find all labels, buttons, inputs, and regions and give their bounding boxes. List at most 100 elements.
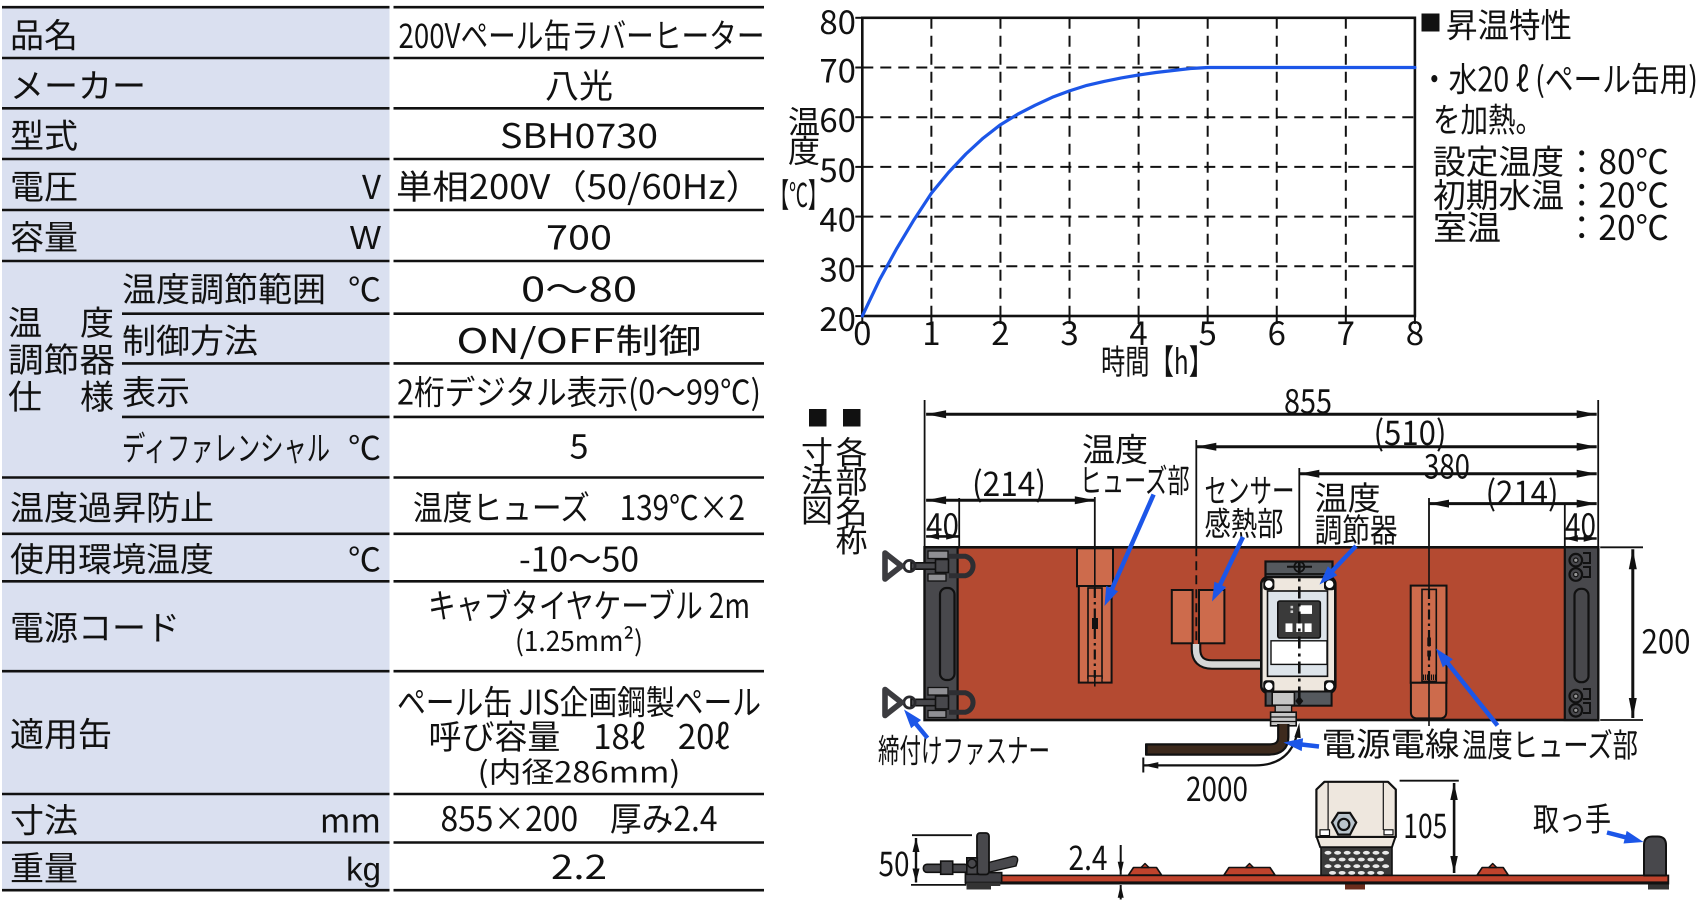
- svg-text:単相200V（50/60Hz）: 単相200V（50/60Hz）: [396, 160, 762, 209]
- svg-text:電源電線: 電源電線: [1322, 718, 1460, 766]
- svg-text:時間【h】: 時間【h】: [1101, 335, 1213, 384]
- svg-text:呼び容量 18ℓ 20ℓ: 呼び容量 18ℓ 20ℓ: [429, 710, 730, 759]
- svg-text:8: 8: [1406, 307, 1424, 355]
- svg-text:昇温特性: 昇温特性: [1446, 0, 1572, 48]
- svg-text:温度ヒューズ 139℃×2: 温度ヒューズ 139℃×2: [413, 481, 745, 530]
- svg-text:仕: 仕: [8, 370, 42, 419]
- svg-text:温: 温: [8, 296, 42, 345]
- svg-text:40: 40: [819, 194, 856, 242]
- svg-text:4: 4: [1129, 307, 1147, 355]
- svg-text:温: 温: [788, 98, 820, 144]
- svg-text:mm: mm: [320, 795, 381, 843]
- svg-text:(内径286mm): (内径286mm): [478, 750, 681, 792]
- svg-text:取っ手: 取っ手: [1533, 793, 1611, 841]
- svg-text:380: 380: [1424, 440, 1470, 489]
- svg-text:80: 80: [819, 0, 856, 44]
- svg-text:図: 図: [801, 486, 833, 532]
- svg-text:W: W: [350, 211, 382, 259]
- svg-text:使用環境温度: 使用環境温度: [10, 533, 214, 582]
- svg-text:：80℃: ：80℃: [1565, 135, 1669, 184]
- svg-text:称: 称: [835, 516, 867, 562]
- svg-text:℃: ℃: [348, 264, 381, 312]
- svg-text:5: 5: [570, 420, 589, 469]
- svg-text:センサー: センサー: [1205, 465, 1295, 513]
- svg-text:各: 各: [835, 428, 867, 474]
- svg-text:容量: 容量: [10, 211, 78, 260]
- svg-text:700: 700: [546, 211, 612, 260]
- svg-text:2: 2: [991, 307, 1009, 355]
- svg-text:2.4: 2.4: [1069, 831, 1108, 880]
- svg-text:ディファレンシャル: ディファレンシャル: [122, 422, 330, 471]
- svg-text:寸: 寸: [801, 428, 833, 474]
- svg-text:部: 部: [835, 457, 867, 503]
- svg-text:3: 3: [1060, 307, 1078, 355]
- svg-text:(214): (214): [1486, 466, 1559, 515]
- svg-text:℃: ℃: [348, 534, 381, 582]
- svg-text:温度ヒューズ部: 温度ヒューズ部: [1462, 719, 1638, 767]
- svg-text:制御方法: 制御方法: [122, 314, 258, 363]
- svg-text:200Vペール缶ラバーヒーター: 200Vペール缶ラバーヒーター: [399, 9, 765, 58]
- svg-text:855×200 厚み2.4: 855×200 厚み2.4: [441, 792, 718, 841]
- svg-text:品名: 品名: [10, 9, 78, 58]
- svg-text:八光: 八光: [545, 59, 613, 108]
- svg-text:温度: 温度: [1082, 424, 1148, 472]
- svg-text:キャブタイヤケーブル 2m: キャブタイヤケーブル 2m: [428, 579, 750, 628]
- svg-text:(510): (510): [1374, 406, 1447, 455]
- svg-text:度: 度: [80, 296, 114, 345]
- svg-text:温度過昇防止: 温度過昇防止: [10, 481, 214, 530]
- svg-text:℃: ℃: [348, 422, 381, 470]
- svg-text:2000: 2000: [1186, 762, 1248, 811]
- svg-text:105: 105: [1403, 799, 1447, 848]
- svg-text:40: 40: [1565, 499, 1596, 548]
- svg-text:(214): (214): [972, 457, 1046, 506]
- svg-text:度: 度: [788, 127, 820, 173]
- svg-text:調節器: 調節器: [8, 333, 115, 382]
- svg-text:50: 50: [819, 144, 856, 192]
- svg-text:室温: 室温: [1433, 201, 1501, 250]
- svg-text:温度: 温度: [1315, 472, 1381, 520]
- svg-text:ヒューズ部: ヒューズ部: [1080, 455, 1190, 503]
- svg-text:：20℃: ：20℃: [1565, 169, 1669, 218]
- svg-text:メーカー: メーカー: [10, 59, 146, 108]
- svg-text:初期水温: 初期水温: [1433, 169, 1564, 218]
- svg-text:7: 7: [1337, 307, 1355, 355]
- svg-text:：20℃: ：20℃: [1565, 201, 1669, 250]
- svg-text:200: 200: [1642, 615, 1691, 664]
- svg-text:50: 50: [879, 837, 910, 886]
- svg-text:調節器: 調節器: [1315, 504, 1398, 552]
- svg-text:40: 40: [926, 499, 959, 548]
- svg-text:温度調節範囲: 温度調節範囲: [122, 263, 326, 312]
- svg-text:30: 30: [819, 243, 856, 291]
- svg-text:電源コード: 電源コード: [10, 601, 180, 650]
- svg-text:【℃】: 【℃】: [770, 169, 827, 217]
- svg-text:6: 6: [1268, 307, 1286, 355]
- svg-text:ON/OFF制御: ON/OFF制御: [457, 314, 702, 363]
- svg-text:適用缶: 適用缶: [10, 708, 112, 757]
- svg-text:V: V: [362, 161, 381, 209]
- svg-text:・水20 ℓ (ペール缶用): ・水20 ℓ (ペール缶用): [1420, 53, 1698, 102]
- svg-text:ペール缶 JIS企画鋼製ペール: ペール缶 JIS企画鋼製ペール: [397, 676, 761, 725]
- svg-text:60: 60: [819, 94, 856, 142]
- svg-text:法: 法: [801, 457, 833, 503]
- svg-text:名: 名: [835, 488, 867, 534]
- svg-text:0〜80: 0〜80: [521, 263, 637, 312]
- svg-text:2.2: 2.2: [551, 840, 607, 889]
- svg-text:重量: 重量: [10, 842, 78, 891]
- svg-text:を加熱。: を加熱。: [1433, 93, 1543, 142]
- svg-text:kg: kg: [346, 843, 381, 891]
- svg-text:型式: 型式: [10, 109, 78, 158]
- svg-text:5: 5: [1199, 307, 1217, 355]
- svg-text:(1.25mm²): (1.25mm²): [515, 620, 643, 660]
- svg-text:締付けファスナー: 締付けファスナー: [878, 725, 1050, 773]
- svg-text:1: 1: [922, 307, 940, 355]
- svg-text:70: 70: [819, 45, 856, 93]
- svg-text:設定温度: 設定温度: [1433, 135, 1564, 184]
- svg-text:電圧: 電圧: [10, 160, 78, 209]
- svg-text:-10〜50: -10〜50: [519, 533, 639, 582]
- svg-text:様: 様: [80, 370, 114, 419]
- svg-text:表示: 表示: [122, 366, 190, 415]
- svg-text:20: 20: [819, 293, 856, 341]
- svg-text:855: 855: [1284, 375, 1332, 424]
- svg-text:SBH0730: SBH0730: [500, 109, 658, 158]
- svg-text:2桁デジタル表示(0〜99℃): 2桁デジタル表示(0〜99℃): [397, 366, 761, 415]
